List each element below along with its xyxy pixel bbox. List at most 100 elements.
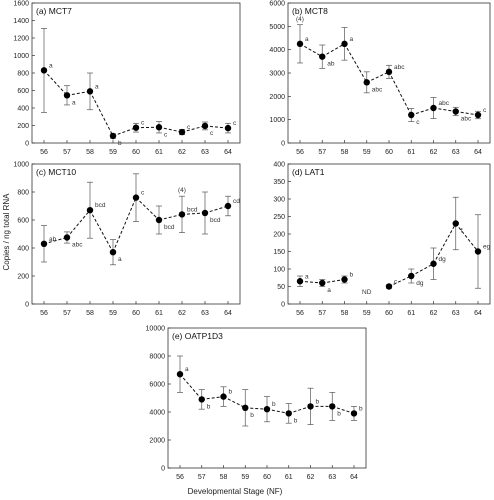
significance-label: dg	[439, 256, 447, 263]
panel-title: (b) MCT8	[292, 6, 328, 16]
significance-label: abc	[72, 242, 83, 249]
x-tick-label: 64	[224, 149, 232, 156]
x-tick-label: 60	[263, 474, 271, 481]
x-tick-label: 62	[430, 310, 438, 317]
data-point	[63, 92, 71, 99]
x-tick-label: 56	[296, 310, 304, 317]
x-tick-label: 61	[155, 149, 163, 156]
data-point	[86, 88, 94, 95]
data-point	[224, 202, 232, 210]
x-tick-label: 57	[63, 149, 71, 156]
plot-frame	[287, 163, 491, 305]
data-point	[178, 128, 186, 136]
series-line-segment	[66, 209, 91, 238]
significance-label: c	[141, 190, 145, 197]
y-tick-label: 1000	[269, 117, 285, 124]
data-point	[132, 124, 140, 131]
data-point	[201, 122, 209, 130]
y-tick-label: 400	[273, 162, 285, 169]
y-tick-label: 0	[161, 466, 165, 473]
series-line-segment	[43, 70, 68, 96]
series-line-segment	[66, 90, 91, 96]
x-axis-title: Developmental Stage (NF)	[188, 487, 283, 496]
series-line-segment	[388, 275, 412, 287]
x-tick-label: 63	[201, 310, 209, 317]
x-tick-label: 62	[178, 310, 186, 317]
x-tick-label: 58	[220, 474, 228, 481]
significance-label: bcd	[95, 202, 106, 209]
data-point	[198, 396, 205, 403]
y-tick-label: 800	[17, 190, 29, 197]
data-point	[285, 410, 292, 417]
y-tick-label: 1000	[13, 53, 29, 60]
x-tick-label: 62	[178, 149, 186, 156]
significance-label: abc	[394, 64, 405, 71]
series-line-segment	[266, 408, 289, 414]
annotation-label: (4)	[178, 187, 186, 194]
x-tick-label: 60	[385, 149, 393, 156]
series-line-segment	[332, 405, 355, 414]
y-tick-label: 8000	[149, 354, 165, 361]
y-tick-label: 400	[17, 106, 29, 113]
data-point	[452, 108, 459, 115]
y-tick-label: 350	[273, 179, 285, 186]
significance-label: a	[327, 287, 331, 294]
data-point	[329, 403, 336, 410]
data-point	[296, 278, 304, 285]
annotation-label: ND	[362, 289, 372, 296]
x-tick-label: 59	[363, 310, 371, 317]
x-tick-label: 58	[341, 149, 349, 156]
panel-4: 0 50 100 150 200 250 300 350 400 56 57 58 59 60 61 62 63…	[273, 162, 490, 318]
panel-1: 0 200 400 600 800 1000 1200 1400 1600 56 57 58 59 60 6…	[13, 1, 241, 156]
significance-label: bcd	[187, 206, 198, 213]
series-line-segment	[411, 263, 434, 277]
data-point	[155, 124, 163, 131]
data-point	[176, 371, 184, 378]
significance-label: b	[337, 410, 341, 417]
data-point	[350, 410, 358, 417]
y-tick-label: 2000	[149, 438, 165, 445]
y-tick-label: 6000	[149, 382, 165, 389]
series-line-segment	[204, 125, 229, 129]
series-line-segment	[433, 107, 456, 112]
data-point	[319, 53, 326, 60]
significance-label: a	[305, 273, 309, 280]
x-tick-label: 62	[430, 149, 438, 156]
x-tick-label: 58	[341, 310, 349, 317]
x-tick-label: 59	[109, 310, 117, 317]
x-tick-label: 59	[363, 149, 371, 156]
series-line-segment	[201, 396, 224, 400]
significance-label: a	[118, 256, 122, 263]
significance-label: ab	[49, 236, 57, 243]
y-tick-label: 6000	[269, 1, 285, 8]
series-line-segment	[181, 125, 206, 133]
y-tick-label: 1600	[13, 1, 29, 8]
data-point	[452, 220, 459, 227]
panel-3: 0 200 400 600 800 1000 56 57 58 59 60 61 62 63 64 (c) M…	[13, 162, 241, 317]
y-tick-label: 200	[273, 232, 285, 239]
significance-label: eg	[483, 244, 491, 251]
x-tick-label: 60	[132, 149, 140, 156]
series-line-segment	[204, 205, 229, 214]
y-tick-label: 600	[17, 88, 29, 95]
significance-label: b	[229, 389, 233, 396]
y-tick-label: 0	[281, 141, 285, 148]
data-point	[86, 207, 94, 214]
series-line-segment	[411, 107, 434, 116]
data-point	[430, 104, 437, 112]
series-line-segment	[223, 396, 246, 409]
series-line-segment	[89, 209, 114, 253]
series-line-segment	[158, 126, 183, 133]
x-tick-label: 57	[198, 474, 206, 481]
significance-label: abc	[439, 100, 450, 107]
y-tick-label: 150	[273, 249, 285, 256]
significance-label: abc	[372, 86, 383, 93]
series-line-segment	[158, 213, 183, 221]
x-tick-label: 63	[452, 149, 460, 156]
data-point	[474, 248, 482, 255]
x-tick-label: 56	[296, 149, 304, 156]
series-line-segment	[366, 71, 390, 83]
series-line-segment	[388, 71, 412, 116]
series-line-segment	[181, 212, 206, 215]
